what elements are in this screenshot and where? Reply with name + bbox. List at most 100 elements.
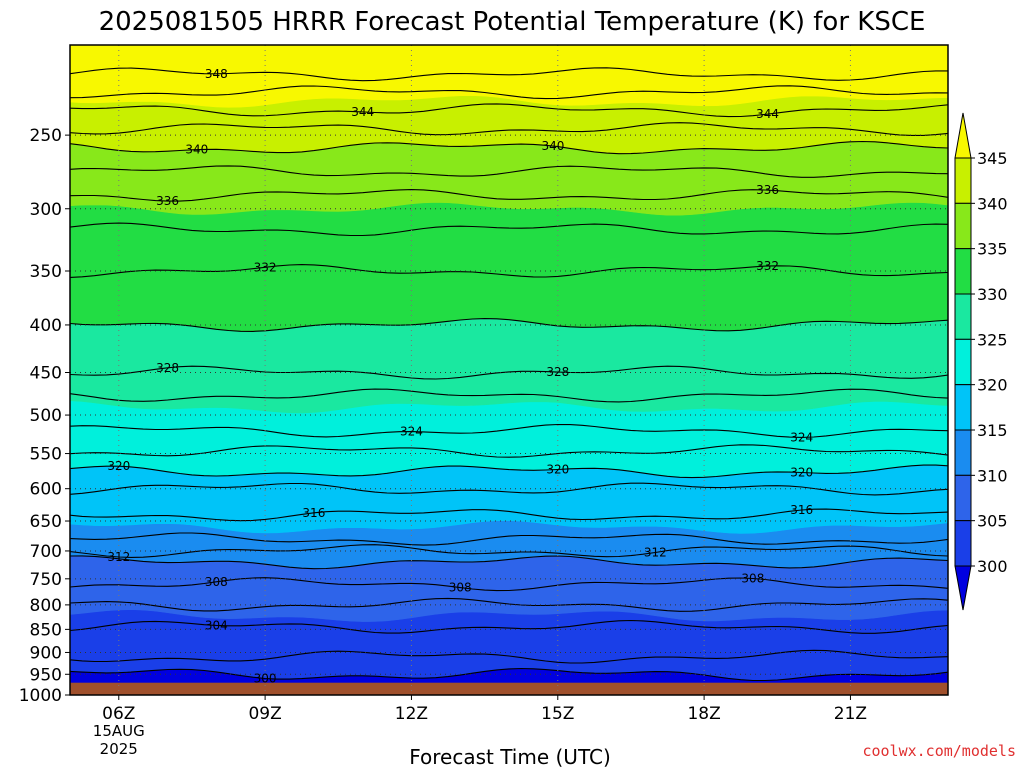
grid-lines: [70, 45, 948, 695]
colorbar-tick-label: 315: [977, 421, 1008, 440]
colorbar-top-arrow: [954, 112, 972, 159]
contour-label-text: 324: [400, 425, 423, 439]
x-date-label-year: 2025: [100, 740, 138, 758]
contour-label: 300: [254, 671, 277, 685]
contour-line: [70, 597, 948, 612]
x-tick-label: 06Z: [102, 704, 135, 724]
contour-label: 308: [449, 581, 472, 595]
contour-label-text: 300: [254, 671, 277, 685]
contour-line: [70, 365, 948, 380]
contour-label-text: 340: [185, 143, 208, 157]
colorbar-tick-label: 310: [977, 466, 1008, 485]
plot-frame: [69, 44, 949, 696]
contour-label-text: 304: [205, 618, 228, 632]
credit-text: coolwx.com/models: [862, 742, 1016, 760]
colorbar-bottom-arrow: [954, 565, 972, 611]
colorbar-tick-label: 305: [977, 512, 1008, 531]
colorbar-swatch: [954, 157, 972, 204]
colorbar-swatch: [954, 248, 972, 295]
contour-label: 320: [790, 466, 813, 480]
contour-labels: 348 344 344 340 340 336 336 332 332 328 328 324 324 3…: [107, 67, 813, 686]
colorbar-tick-label: 340: [977, 194, 1008, 213]
colorbar-tick-label: 320: [977, 376, 1008, 395]
contour-line: [70, 122, 948, 136]
y-tick-label: 700: [30, 542, 62, 562]
y-tick-label: 750: [30, 570, 62, 590]
contour-line: [70, 667, 948, 682]
contour-line: [70, 222, 948, 237]
color-band: [70, 400, 948, 478]
contour-line: [70, 264, 948, 278]
contour-line: [70, 189, 948, 202]
contour-line: [70, 67, 948, 82]
contour-line: [70, 577, 948, 592]
y-tick-label: 350: [30, 262, 62, 282]
y-tick-label: 300: [30, 200, 62, 220]
colorbar-swatch: [954, 338, 972, 386]
contour-label-text: 320: [107, 459, 130, 473]
contour-line: [70, 318, 948, 332]
y-tick-label: 800: [30, 596, 62, 616]
contour-line: [70, 619, 948, 634]
y-tick-label: 950: [30, 665, 62, 685]
contour-line: [70, 388, 948, 403]
contour-label-text: 348: [205, 67, 228, 81]
contour-label-text: 340: [541, 139, 564, 153]
contour-label: 308: [741, 571, 764, 585]
contour-line: [70, 649, 948, 664]
contour-label: 324: [400, 425, 423, 439]
colorbar-tick-label: 345: [977, 149, 1008, 168]
x-tick-label: 18Z: [687, 704, 720, 724]
contour-label: 336: [756, 183, 779, 197]
colorbar-swatch: [954, 474, 972, 522]
contour-label-text: 316: [302, 506, 325, 520]
contour-label-text: 308: [449, 581, 472, 595]
colorbar-tick-label: 325: [977, 330, 1008, 349]
contour-line: [70, 423, 948, 438]
ground-fill: [70, 682, 948, 695]
contour-line: [70, 103, 948, 118]
contour-label: 320: [107, 459, 130, 473]
contour-label: 312: [644, 545, 667, 559]
contour-label-text: 312: [644, 545, 667, 559]
y-tick-label: 550: [30, 445, 62, 465]
contour-label: 344: [351, 105, 374, 119]
contour-label-text: 308: [205, 575, 228, 589]
contour-line: [70, 140, 948, 155]
contour-label: 348: [205, 67, 228, 81]
x-tick-label: 15Z: [541, 704, 574, 724]
contour-label-text: 312: [107, 550, 130, 564]
contour-label-text: 324: [790, 430, 813, 444]
colorbar-swatch: [954, 293, 972, 340]
colorbar-swatch: [954, 384, 972, 431]
contour-label-text: 320: [546, 462, 569, 476]
contour-line: [70, 165, 948, 178]
contour-line: [70, 444, 948, 458]
x-axis-label: Forecast Time (UTC): [409, 745, 611, 768]
contour-label: 304: [205, 618, 228, 632]
contour-label: 312: [107, 550, 130, 564]
plot-area: 348 344 344 340 340 336 336 332 332 328 328 324 324 3…: [70, 45, 948, 695]
contour-label-text: 320: [790, 466, 813, 480]
color-band: [70, 202, 948, 332]
contour-label-text: 328: [546, 365, 569, 379]
contour-label-text: 332: [254, 260, 277, 274]
chart-title: 2025081505 HRRR Forecast Potential Tempe…: [99, 7, 926, 37]
contour-label-text: 344: [351, 105, 374, 119]
y-tick-label: 650: [30, 512, 62, 532]
colorbar: 345 340 335 330 325 320 315 310 305 300: [954, 112, 1008, 611]
contour-label: 332: [254, 260, 277, 274]
contour-label: 332: [756, 259, 779, 273]
contour-lines: [70, 67, 948, 682]
y-tick-label: 500: [30, 406, 62, 426]
contour-label-text: 332: [756, 259, 779, 273]
contour-label: 328: [156, 361, 179, 375]
x-tick-label: 12Z: [395, 704, 428, 724]
contour-label: 316: [790, 503, 813, 517]
contour-label: 308: [205, 575, 228, 589]
contour-label-text: 328: [156, 361, 179, 375]
contour-label: 320: [546, 462, 569, 476]
colorbar-swatch: [954, 520, 972, 567]
